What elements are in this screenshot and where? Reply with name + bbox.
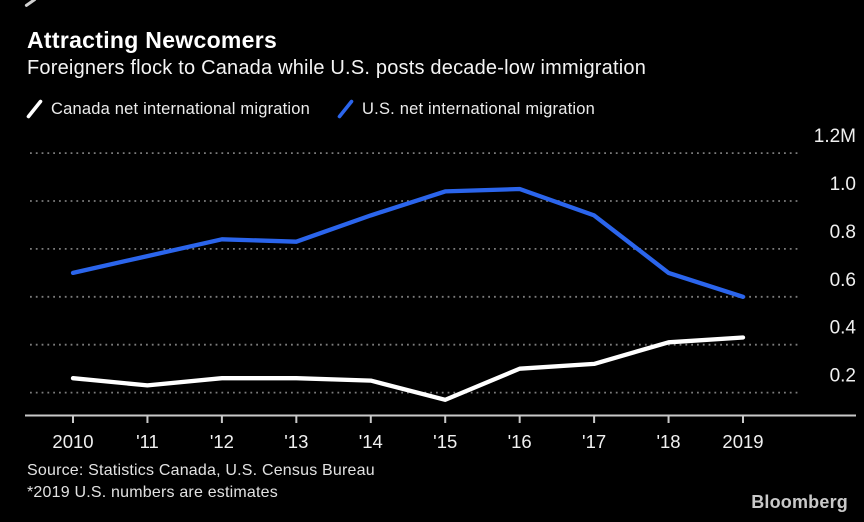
chart-title: Attracting Newcomers [27, 27, 278, 53]
us-swatch-line [337, 99, 354, 119]
x-tick-label: '17 [582, 431, 606, 452]
x-tick-label: '13 [284, 431, 308, 452]
series-lines-group [70, 186, 746, 402]
chart-subtitle: Foreigners flock to Canada while U.S. po… [27, 57, 647, 79]
us-line-swatch-icon [337, 99, 354, 119]
y-tick-label: 0.4 [830, 318, 857, 339]
us-series-line [70, 186, 746, 299]
canada-line-swatch-icon [26, 99, 43, 119]
x-tick-label: '15 [433, 431, 457, 452]
gridlines-group [30, 152, 800, 394]
y-tick-label: 1.2M [814, 126, 856, 147]
source-note: Source: Statistics Canada, U.S. Census B… [27, 460, 375, 504]
x-tick-label: 2010 [52, 431, 93, 452]
x-tick-label: '11 [136, 431, 159, 452]
y-tick-label: 0.2 [830, 366, 856, 387]
y-tick-label: 0.6 [830, 270, 856, 291]
source-line: Source: Statistics Canada, U.S. Census B… [27, 462, 375, 479]
x-tick-label: '18 [656, 431, 680, 452]
footnote-line: *2019 U.S. numbers are estimates [27, 484, 278, 501]
canada-series-line [70, 335, 746, 402]
x-tick-label: '12 [210, 431, 234, 452]
y-axis-labels-group: 0.2 0.4 0.6 0.8 1.0 1.2M [814, 126, 857, 387]
canada-swatch-line [26, 99, 43, 119]
chart-legend: Canada net international migration U.S. … [25, 99, 595, 119]
y-tick-label: 0.8 [830, 222, 856, 243]
y-tick-label: 1.0 [830, 174, 856, 195]
x-tick-label: 2019 [722, 431, 763, 452]
x-axis-group: 2010 '11 '12 '13 '14 '15 '16 '17 '18 2019 [25, 414, 856, 452]
bloomberg-logo: Bloomberg [751, 492, 848, 512]
legend-item-canada: Canada net international migration [25, 99, 310, 119]
legend-label-us: U.S. net international migration [362, 99, 595, 118]
legend-label-canada: Canada net international migration [51, 99, 311, 118]
x-tick-label: '14 [359, 431, 383, 452]
legend-item-us: U.S. net international migration [336, 99, 595, 119]
x-tick-label: '16 [508, 431, 532, 452]
